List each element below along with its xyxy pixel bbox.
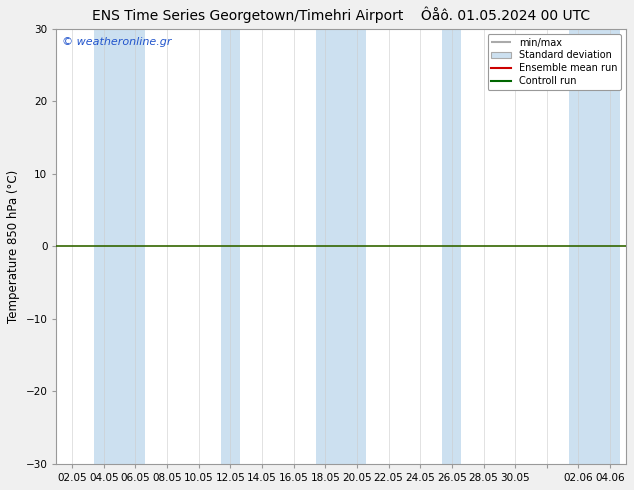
Text: © weatheronline.gr: © weatheronline.gr [62,37,172,48]
Bar [221,29,240,464]
Bar [94,29,145,464]
Title: ENS Time Series Georgetown/Timehri Airport    Ôåô. 01.05.2024 00 UTC: ENS Time Series Georgetown/Timehri Airpo… [92,7,590,24]
Bar [569,29,619,464]
Bar [316,29,366,464]
Y-axis label: Temperature 850 hPa (°C): Temperature 850 hPa (°C) [7,170,20,323]
Legend: min/max, Standard deviation, Ensemble mean run, Controll run: min/max, Standard deviation, Ensemble me… [488,34,621,90]
Bar [443,29,462,464]
